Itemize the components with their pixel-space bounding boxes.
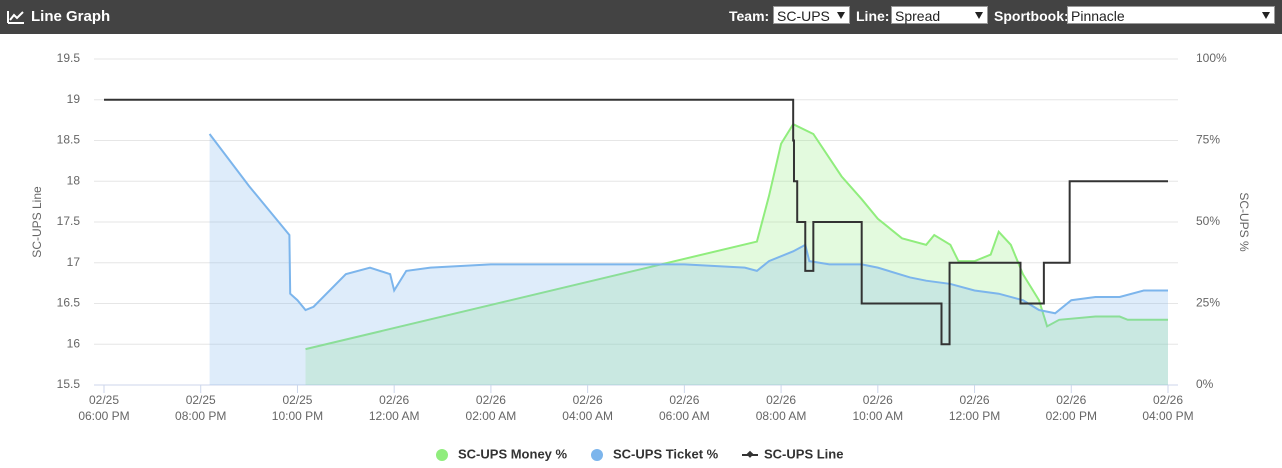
team-label: Team:	[729, 8, 770, 24]
y-tick-label: 18	[67, 173, 81, 187]
legend-symbol	[591, 449, 603, 461]
y-tick-label: 17	[67, 255, 81, 269]
y2-tick-label: 50%	[1196, 214, 1220, 228]
x-tick-label: 02/26 06:00 AM	[659, 393, 710, 423]
line	[208, 133, 1168, 315]
y2-tick-label: 25%	[1196, 296, 1220, 310]
y2-axis-title: SC-UPS %	[1237, 192, 1251, 252]
sportsbook-label: Sportbook:	[994, 8, 1069, 24]
sportsbook-value: Pinnacle	[1071, 8, 1125, 24]
x-tick-label: 02/26 02:00 PM	[1045, 393, 1097, 423]
x-tick-label: 02/25 10:00 PM	[271, 393, 324, 423]
legend-symbol	[436, 449, 448, 461]
area	[209, 133, 1168, 385]
dropdown-arrow	[1262, 12, 1270, 19]
chart-icon	[7, 11, 24, 24]
x-tick-label: 02/26 12:00 PM	[948, 393, 1001, 423]
legend-label: SC-UPS Money %	[458, 446, 568, 461]
x-tick-label: 02/26 10:00 AM	[852, 393, 904, 423]
team-select[interactable]: SC-UPS	[773, 6, 850, 24]
x-tick-label: 02/25 06:00 PM	[78, 393, 130, 423]
line	[305, 122, 1168, 351]
line-select[interactable]: Spread	[891, 6, 988, 24]
y-tick-label: 19	[67, 92, 81, 106]
dropdown-arrow	[975, 12, 983, 19]
x-tick-label: 02/25 08:00 PM	[175, 393, 227, 423]
team-value: SC-UPS	[777, 8, 830, 24]
y-tick-label: 16	[67, 336, 81, 350]
line	[104, 98, 1168, 346]
y-tick-label: 16.5	[57, 296, 81, 310]
x-tick-label: 02/26 02:00 AM	[465, 393, 517, 423]
line-value: Spread	[895, 8, 941, 24]
y2-tick-label: 0%	[1196, 377, 1214, 391]
y-tick-label: 17.5	[57, 214, 81, 228]
x-tick-label: 02/26 12:00 AM	[368, 393, 420, 423]
x-tick-label: 02/26 04:00 PM	[1142, 393, 1194, 423]
y2-tick-label: 100%	[1196, 51, 1227, 65]
area	[305, 124, 1168, 385]
header-title: Line Graph	[31, 8, 111, 25]
y2-tick-label: 75%	[1196, 133, 1220, 147]
x-tick-label: 02/26 08:00 AM	[755, 393, 807, 423]
legend-label: SC-UPS Line	[764, 446, 843, 461]
legend-symbol	[746, 450, 754, 458]
header-bar: Line Graph Team: SC-UPS Line: Spread Spo…	[0, 0, 1282, 34]
y-tick-label: 15.5	[57, 377, 81, 391]
line-label: Line:	[856, 8, 890, 24]
y-tick-label: 18.5	[57, 133, 81, 147]
x-tick-label: 02/26 04:00 AM	[562, 393, 613, 423]
y-axis-title: SC-UPS Line	[30, 186, 44, 258]
dropdown-arrow	[837, 12, 845, 19]
sportsbook-select[interactable]: Pinnacle	[1067, 6, 1275, 24]
y-tick-label: 19.5	[57, 51, 81, 65]
legend-label: SC-UPS Ticket %	[613, 446, 719, 461]
